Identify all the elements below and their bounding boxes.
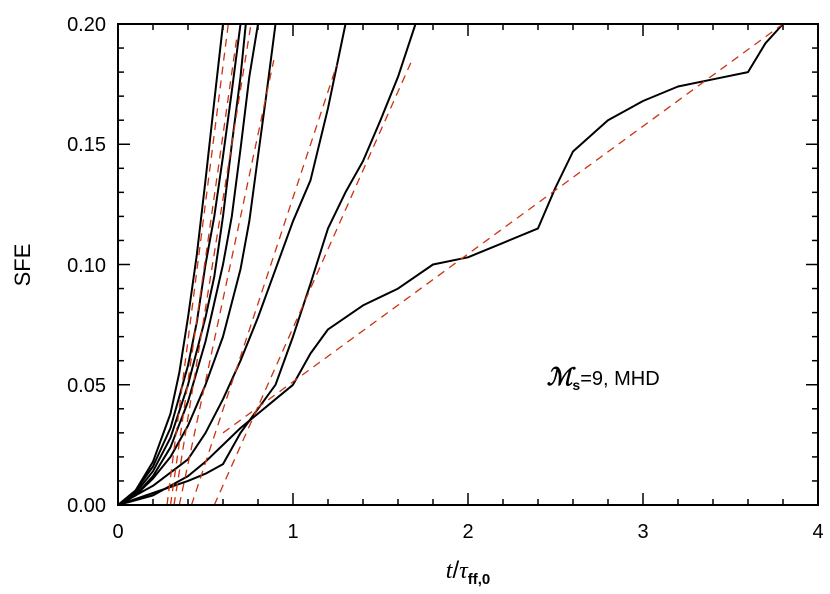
x-axis-title: t/τff,0: [446, 557, 490, 588]
x-tick-label: 3: [637, 521, 648, 543]
sfe-curve-2: [117, 23, 247, 506]
sfe-curve-5: [117, 23, 347, 506]
sfe-curve-0: [117, 23, 224, 506]
fit-line-14: [222, 23, 784, 434]
mach-text: =9, MHD: [580, 368, 659, 390]
fit-line-13: [213, 59, 413, 506]
y-tick-label: 0.15: [67, 134, 106, 156]
x-axis-title-subscript: ff,0: [468, 571, 491, 588]
y-tick-label: 0.00: [67, 495, 106, 517]
y-axis-title: SFE: [10, 244, 35, 287]
sfe-curve-6: [117, 23, 417, 506]
fit-line-9: [169, 35, 238, 506]
sfe-curve-3: [117, 23, 259, 506]
x-axis-title-tau: τ: [459, 558, 469, 584]
mach-symbol: ℳ: [547, 365, 577, 391]
fit-line-8: [166, 23, 229, 506]
fit-line-11: [178, 59, 275, 506]
fit-line-10: [173, 23, 252, 506]
x-tick-label: 0: [112, 521, 123, 543]
x-axis-title-sep: /: [452, 557, 459, 584]
series-layer: [117, 23, 784, 506]
y-tick-label: 0.10: [67, 255, 106, 277]
x-axis-title-t: t: [446, 558, 454, 584]
y-tick-label: 0.05: [67, 375, 106, 397]
x-tick-label: 2: [462, 521, 473, 543]
sfe-curve-4: [117, 23, 277, 506]
ticks-layer: [117, 23, 819, 506]
mach-subscript: s: [572, 377, 580, 393]
fit-line-12: [190, 64, 338, 506]
sfe-curve-7: [117, 23, 784, 506]
x-tick-label: 4: [812, 521, 823, 543]
mach-annotation: ℳs=9, MHD: [547, 365, 660, 393]
x-tick-label: 1: [287, 521, 298, 543]
y-tick-label: 0.20: [67, 14, 106, 36]
